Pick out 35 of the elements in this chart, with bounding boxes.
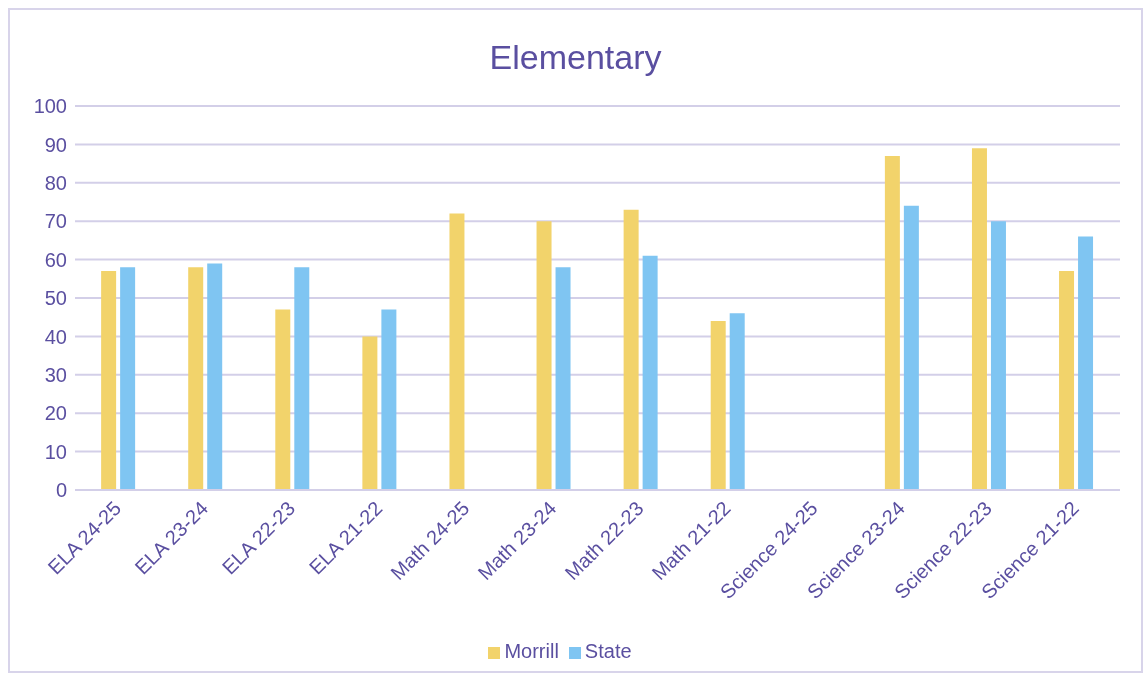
y-tick-label: 0: [55, 479, 67, 502]
legend-label: Morrill: [504, 640, 559, 662]
y-tick-label: 100: [33, 95, 67, 118]
bar: [729, 313, 745, 490]
bar: [381, 309, 397, 490]
bar: [101, 271, 117, 490]
bar: [275, 309, 291, 490]
bar: [710, 321, 726, 490]
bar: [207, 263, 223, 490]
bar: [449, 213, 465, 490]
bar: [555, 267, 571, 490]
bar: [903, 205, 919, 490]
bar: [642, 255, 658, 490]
y-tick-label: 20: [44, 402, 67, 425]
bar: [1078, 236, 1094, 490]
y-tick-label: 40: [44, 325, 67, 348]
chart-title: Elementary: [488, 38, 663, 78]
legend-label: State: [584, 640, 632, 662]
bar: [990, 221, 1006, 490]
y-tick-label: 70: [44, 210, 67, 233]
bar: [623, 209, 639, 490]
y-tick-label: 60: [44, 248, 67, 271]
y-tick-label: 50: [44, 287, 67, 310]
bar: [884, 155, 900, 490]
y-tick-label: 30: [44, 363, 67, 386]
bar: [188, 267, 204, 490]
bar: [1059, 271, 1075, 490]
bar: [362, 336, 378, 490]
y-tick-label: 10: [44, 440, 67, 463]
y-tick-label: 90: [44, 133, 67, 156]
bar: [294, 267, 310, 490]
y-tick-label: 80: [44, 171, 67, 194]
bar: [120, 267, 136, 490]
bar: [971, 148, 987, 490]
bar: [536, 221, 552, 490]
